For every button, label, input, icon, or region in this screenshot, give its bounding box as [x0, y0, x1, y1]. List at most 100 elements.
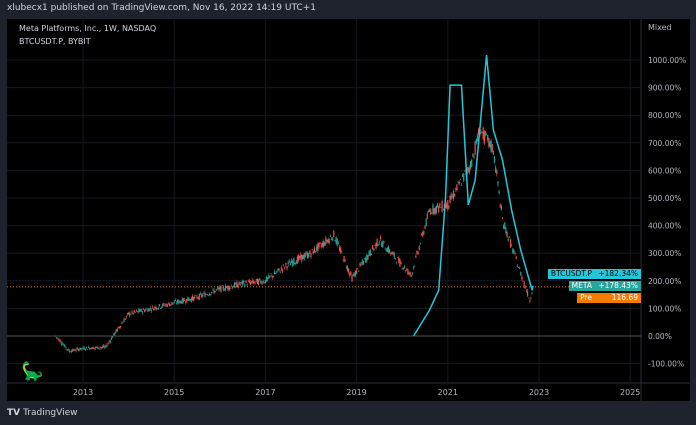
meta-candle — [97, 346, 99, 349]
meta-candle — [216, 287, 219, 289]
meta-candle — [141, 311, 143, 313]
meta-candle — [180, 301, 182, 304]
meta-candle — [227, 285, 229, 290]
meta-candle — [467, 168, 469, 171]
meta-candle — [278, 268, 280, 271]
meta-candle — [96, 347, 98, 348]
meta-candle — [172, 302, 174, 304]
meta-candle — [409, 271, 411, 275]
meta-candle — [451, 195, 453, 197]
meta-candle — [243, 280, 245, 283]
meta-candle — [76, 348, 78, 350]
meta-candle — [516, 265, 518, 267]
x-tick-label: 2025 — [620, 388, 640, 397]
pre-tag-value: 116.69 — [595, 293, 641, 303]
meta-candle — [493, 156, 496, 163]
meta-candle — [288, 260, 290, 262]
meta-candle — [381, 242, 383, 247]
y-tick-label: 600.00% — [648, 166, 681, 175]
meta-candle — [301, 254, 303, 262]
meta-candle — [362, 261, 365, 265]
meta-candle — [358, 270, 360, 272]
meta-candle — [375, 242, 377, 249]
legend-compare[interactable]: BTCUSDT.P, BYBIT — [19, 37, 91, 46]
meta-candle — [430, 209, 432, 215]
chart-svg[interactable]: 1000.00% 900.00% 800.00% 700.00% 600.00% 500.… — [7, 19, 690, 401]
meta-candle — [220, 285, 222, 292]
meta-candle — [426, 213, 428, 219]
meta-candle — [422, 232, 424, 237]
meta-candle — [215, 289, 217, 290]
meta-candle — [122, 322, 124, 324]
meta-candle — [302, 255, 304, 260]
tradingview-brand[interactable]: TV TradingView — [7, 408, 78, 418]
meta-candle — [352, 274, 354, 277]
meta-tag-label: META — [568, 281, 595, 291]
meta-candle — [247, 281, 249, 282]
scale-mode-label[interactable]: Mixed — [648, 23, 672, 32]
meta-candle — [82, 347, 84, 349]
meta-candle — [174, 300, 176, 302]
meta-candle — [500, 206, 502, 210]
meta-candle — [473, 156, 475, 158]
meta-candle — [139, 309, 141, 312]
meta-candle — [414, 265, 416, 267]
meta-candle — [294, 263, 296, 265]
meta-candle — [322, 241, 325, 247]
meta-candle — [416, 251, 418, 254]
meta-candle — [441, 201, 443, 212]
meta-candle — [207, 295, 209, 296]
y-tick-label: -100.00% — [648, 360, 684, 369]
meta-candle — [343, 256, 345, 263]
meta-candle — [424, 226, 426, 229]
meta-candle — [135, 310, 138, 312]
meta-candle — [427, 211, 430, 213]
meta-candle — [219, 286, 221, 290]
legend-main[interactable]: Meta Platforms, Inc., 1W, NASDAQ — [19, 24, 157, 33]
meta-candle — [134, 311, 137, 313]
meta-candle — [481, 132, 483, 133]
meta-candle — [202, 294, 204, 297]
meta-candle — [208, 293, 211, 296]
meta-candle — [98, 347, 100, 349]
meta-candle — [109, 340, 111, 342]
meta-candle — [297, 255, 300, 261]
meta-candle — [284, 267, 286, 269]
meta-candle — [374, 244, 376, 246]
meta-candle — [495, 167, 497, 173]
meta-candle — [521, 276, 523, 280]
y-tick-label: 800.00% — [648, 111, 681, 120]
meta-candle — [114, 332, 116, 335]
meta-candle — [256, 278, 259, 284]
meta-candle — [483, 130, 485, 144]
meta-candle — [155, 306, 157, 310]
meta-candle — [366, 254, 368, 262]
meta-candle — [371, 245, 374, 250]
meta-candle — [102, 345, 105, 348]
meta-candle — [446, 203, 448, 209]
meta-candle — [270, 275, 272, 276]
meta-candle — [161, 306, 163, 308]
meta-candle — [454, 194, 456, 197]
meta-candle — [149, 307, 151, 310]
meta-candle — [318, 242, 320, 248]
meta-candle — [204, 292, 206, 298]
meta-candle — [151, 306, 154, 307]
meta-candle — [289, 263, 292, 266]
meta-candle — [166, 304, 168, 307]
chart-panel[interactable]: 1000.00% 900.00% 800.00% 700.00% 600.00% 500.… — [7, 19, 690, 401]
meta-candle — [474, 141, 476, 155]
meta-candle — [242, 280, 244, 286]
meta-candle — [515, 256, 517, 259]
meta-candle — [321, 242, 323, 247]
meta-candle — [295, 261, 297, 265]
x-tick-label: 2021 — [438, 388, 458, 397]
y-tick-label: 400.00% — [648, 222, 681, 231]
meta-candle — [129, 312, 131, 316]
meta-candle — [348, 269, 350, 273]
meta-candle — [80, 347, 82, 350]
meta-candle — [458, 181, 460, 185]
meta-candle — [156, 308, 158, 310]
meta-candle — [276, 271, 278, 273]
meta-candle — [376, 238, 378, 247]
